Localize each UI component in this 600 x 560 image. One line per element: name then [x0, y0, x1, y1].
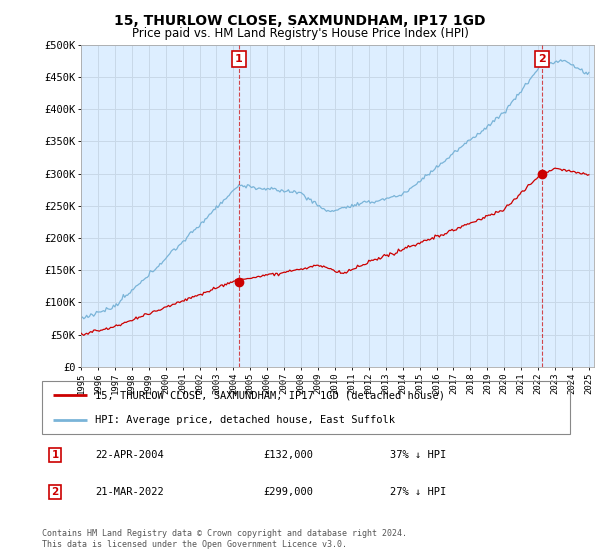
- Text: 15, THURLOW CLOSE, SAXMUNDHAM, IP17 1GD: 15, THURLOW CLOSE, SAXMUNDHAM, IP17 1GD: [114, 14, 486, 28]
- Text: HPI: Average price, detached house, East Suffolk: HPI: Average price, detached house, East…: [95, 414, 395, 424]
- Text: Price paid vs. HM Land Registry's House Price Index (HPI): Price paid vs. HM Land Registry's House …: [131, 27, 469, 40]
- Text: 1: 1: [235, 54, 242, 64]
- Text: 1: 1: [52, 450, 59, 460]
- Text: £132,000: £132,000: [264, 450, 314, 460]
- Text: 27% ↓ HPI: 27% ↓ HPI: [391, 487, 447, 497]
- Text: Contains HM Land Registry data © Crown copyright and database right 2024.
This d: Contains HM Land Registry data © Crown c…: [42, 529, 407, 549]
- Text: £299,000: £299,000: [264, 487, 314, 497]
- Text: 2: 2: [538, 54, 546, 64]
- Text: 21-MAR-2022: 21-MAR-2022: [95, 487, 164, 497]
- Text: 15, THURLOW CLOSE, SAXMUNDHAM, IP17 1GD (detached house): 15, THURLOW CLOSE, SAXMUNDHAM, IP17 1GD …: [95, 390, 445, 400]
- Text: 2: 2: [52, 487, 59, 497]
- Text: 22-APR-2004: 22-APR-2004: [95, 450, 164, 460]
- Text: 37% ↓ HPI: 37% ↓ HPI: [391, 450, 447, 460]
